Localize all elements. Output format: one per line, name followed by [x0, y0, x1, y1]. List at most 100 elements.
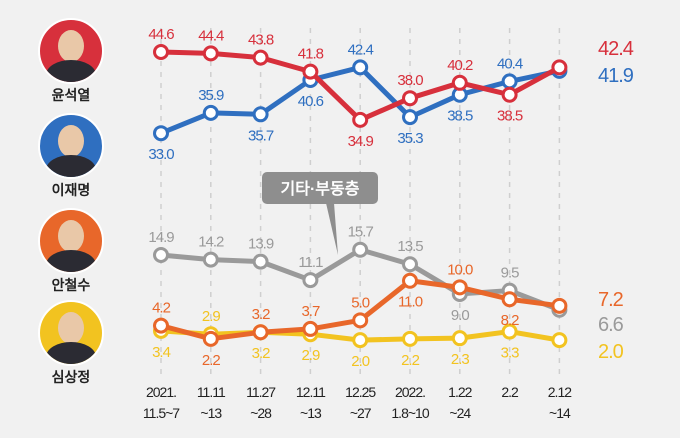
candidate-photo: [38, 300, 104, 366]
data-label: 35.7: [248, 127, 274, 144]
x-tick-label: ~27: [350, 405, 372, 421]
x-tick-label: 1.8~10: [391, 405, 429, 421]
data-point: [153, 44, 169, 60]
data-point: [551, 332, 568, 349]
x-tick-label: 11.27: [246, 384, 276, 400]
data-point: [451, 330, 468, 347]
data-label: 38.5: [497, 108, 523, 125]
data-point: [402, 109, 418, 126]
data-label: 8.2: [501, 312, 520, 329]
data-label: 4.2: [152, 300, 171, 317]
data-label: 41.9: [598, 65, 634, 87]
data-point: [153, 317, 169, 334]
data-point: [402, 330, 418, 347]
data-point: [252, 106, 269, 123]
data-label: 5.0: [351, 294, 370, 311]
annotation-box: [262, 172, 378, 204]
data-label: 40.6: [298, 93, 324, 110]
data-label: 3.4: [152, 344, 171, 361]
data-point: [202, 45, 219, 62]
data-point: [202, 330, 219, 347]
shoulders-shape: [46, 250, 96, 272]
candidate-lee: 이재명: [38, 113, 104, 200]
candidate-yoon: 윤석열: [38, 18, 104, 105]
data-label: 2.2: [202, 352, 221, 369]
candidate-sim: 심상정: [38, 300, 104, 387]
data-point: [302, 320, 319, 337]
data-point: [402, 272, 418, 289]
data-label: 13.5: [397, 238, 423, 255]
data-label: 3.3: [501, 345, 520, 362]
data-point: [252, 324, 269, 341]
data-point: [302, 63, 319, 80]
data-label: 44.4: [198, 27, 224, 44]
data-label: 9.0: [451, 307, 470, 324]
data-label: 38.0: [397, 72, 423, 89]
x-tick-label: ~13: [300, 405, 322, 421]
annotation-label: 기타·부동층: [281, 180, 360, 198]
data-point: [153, 125, 169, 142]
data-point: [402, 90, 418, 107]
x-tick-label: 2.12: [548, 384, 572, 400]
x-tick-label: ~24: [449, 405, 471, 421]
data-label: 43.8: [248, 32, 274, 49]
data-label: 7.2: [598, 289, 624, 311]
data-point: [551, 59, 568, 76]
face-shape: [58, 312, 84, 344]
data-point: [501, 86, 518, 103]
series-3: 4.2 2.2 3.2 3.7 5.0 11.0 10.0 8.2 7.2: [152, 261, 625, 369]
face-shape: [58, 125, 84, 157]
x-tick-label: 1.22: [448, 384, 472, 400]
data-point: [551, 297, 568, 314]
candidate-name: 윤석열: [51, 87, 91, 103]
data-label: 42.4: [598, 38, 634, 60]
data-label: 3.2: [252, 306, 271, 323]
data-label: 35.3: [397, 130, 423, 147]
x-tick-label: 12.25: [345, 384, 376, 400]
data-point: [501, 291, 518, 308]
data-point: [352, 312, 369, 329]
shoulders-shape: [46, 60, 96, 82]
data-point: [252, 49, 269, 66]
candidate-name: 이재명: [51, 182, 91, 198]
candidate-ahn: 안철수: [38, 208, 104, 295]
data-point: [451, 279, 468, 296]
data-label: 14.2: [198, 234, 224, 251]
data-label: 9.5: [501, 265, 520, 282]
data-label: 35.9: [198, 87, 224, 104]
data-point: [202, 104, 219, 121]
x-tick-label: 2.2: [501, 384, 519, 400]
data-label: 3.7: [301, 303, 320, 320]
data-point: [202, 251, 219, 268]
data-label: 6.6: [598, 314, 624, 336]
x-tick-label: 2022.: [395, 384, 425, 400]
data-label: 2.9: [202, 308, 221, 325]
data-label: 15.7: [348, 224, 374, 241]
annotation-pointer: [312, 203, 338, 255]
data-label: 42.4: [348, 41, 374, 58]
x-tick-label: 11.5~7: [143, 405, 180, 421]
series-2: 14.9 14.2 13.9 11.1 15.7 13.5 9.0 9.5 6.6: [148, 224, 624, 336]
candidate-name: 안철수: [51, 277, 91, 293]
data-label: 10.0: [447, 261, 473, 278]
data-point: [352, 111, 369, 128]
data-label: 3.2: [252, 345, 271, 362]
data-label: 38.5: [447, 108, 473, 125]
data-point: [302, 272, 319, 289]
x-tick-label: 12.11: [296, 384, 326, 400]
data-label: 11.1: [298, 254, 323, 271]
candidate-photo: [38, 113, 104, 179]
data-label: 41.8: [298, 46, 324, 63]
data-point: [501, 73, 518, 90]
data-label: 2.0: [598, 341, 624, 363]
data-label: 34.9: [348, 133, 374, 150]
data-point: [352, 59, 369, 76]
data-label: 13.9: [248, 236, 274, 253]
data-point: [352, 332, 369, 349]
x-tick-label: 11.11: [197, 384, 226, 400]
x-tick-label: ~14: [549, 405, 571, 421]
shoulders-shape: [46, 342, 96, 364]
series-0: 44.6 44.4 43.8 41.8 34.9 38.0 40.2 38.5 42.4: [148, 26, 634, 150]
shoulders-shape: [46, 155, 96, 177]
